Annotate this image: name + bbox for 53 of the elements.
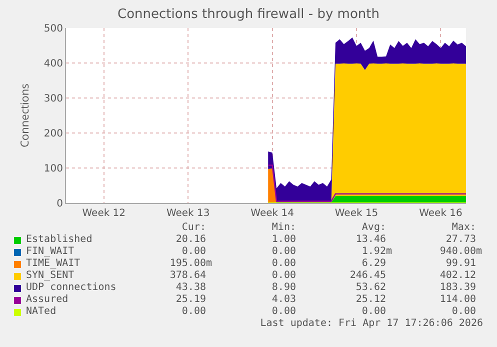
x-tick-label: Week 15 <box>334 208 378 219</box>
x-tick-label: Week 14 <box>250 208 294 219</box>
y-tick-label: 300 <box>44 94 63 104</box>
text: 0.00 <box>182 306 206 318</box>
x-tick-label: Week 16 <box>419 208 462 219</box>
text: 4.03 <box>272 294 296 306</box>
text: 13.46 <box>356 234 386 246</box>
chart-title: Connections through firewall - by month <box>118 6 380 22</box>
y-tick-label: 400 <box>44 58 63 70</box>
text: 183.39 <box>440 282 476 294</box>
text: 0.00 <box>452 306 476 318</box>
text: 940.00m <box>440 246 482 258</box>
text: 6.29 <box>362 258 386 270</box>
text: 378.64 <box>170 270 206 282</box>
text: 43.38 <box>176 282 206 294</box>
text: 0.00 <box>272 270 296 282</box>
text: 53.62 <box>356 282 386 294</box>
legend-label: Established <box>26 234 92 246</box>
text: 0.00 <box>272 258 296 270</box>
y-axis-title: Connections <box>18 84 33 148</box>
y-tick-label: 100 <box>44 164 63 174</box>
text: Cur: <box>182 222 206 234</box>
text: 8.90 <box>272 282 296 294</box>
text: Last update: Fri Apr 17 17:26:06 2026 <box>260 318 483 330</box>
text: 0.00 <box>182 246 206 258</box>
text: 0.00 <box>362 306 386 318</box>
text: 1.92m <box>362 246 392 258</box>
x-tick-label: Week 12 <box>82 208 126 219</box>
text: 114.00 <box>440 294 476 306</box>
text: 195.00m <box>170 258 212 270</box>
legend-label: UDP connections <box>26 282 116 294</box>
text: 25.19 <box>176 294 206 306</box>
text: Avg: <box>362 222 386 234</box>
text: 25.12 <box>356 294 386 306</box>
text: 0.00 <box>272 306 296 318</box>
legend-label: FIN_WAIT <box>26 246 74 258</box>
legend-label: SYN_SENT <box>26 270 74 282</box>
x-tick-label: Week 13 <box>166 208 210 219</box>
legend-label: Assured <box>26 294 68 306</box>
y-tick-label: 200 <box>44 128 63 140</box>
text: 99.91 <box>446 258 476 270</box>
text: 402.12 <box>440 270 476 282</box>
text: 27.73 <box>446 234 476 246</box>
text: 1.00 <box>272 234 296 246</box>
text: 246.45 <box>350 270 386 282</box>
y-tick-label: 500 <box>44 24 63 34</box>
text: Max: <box>452 222 476 234</box>
legend-label: NATed <box>26 306 56 318</box>
legend-label: TIME_WAIT <box>26 258 80 270</box>
text: 20.16 <box>176 234 206 246</box>
text: Min: <box>272 222 296 234</box>
y-tick-label: 0 <box>56 198 63 210</box>
text: 0.00 <box>272 246 296 258</box>
